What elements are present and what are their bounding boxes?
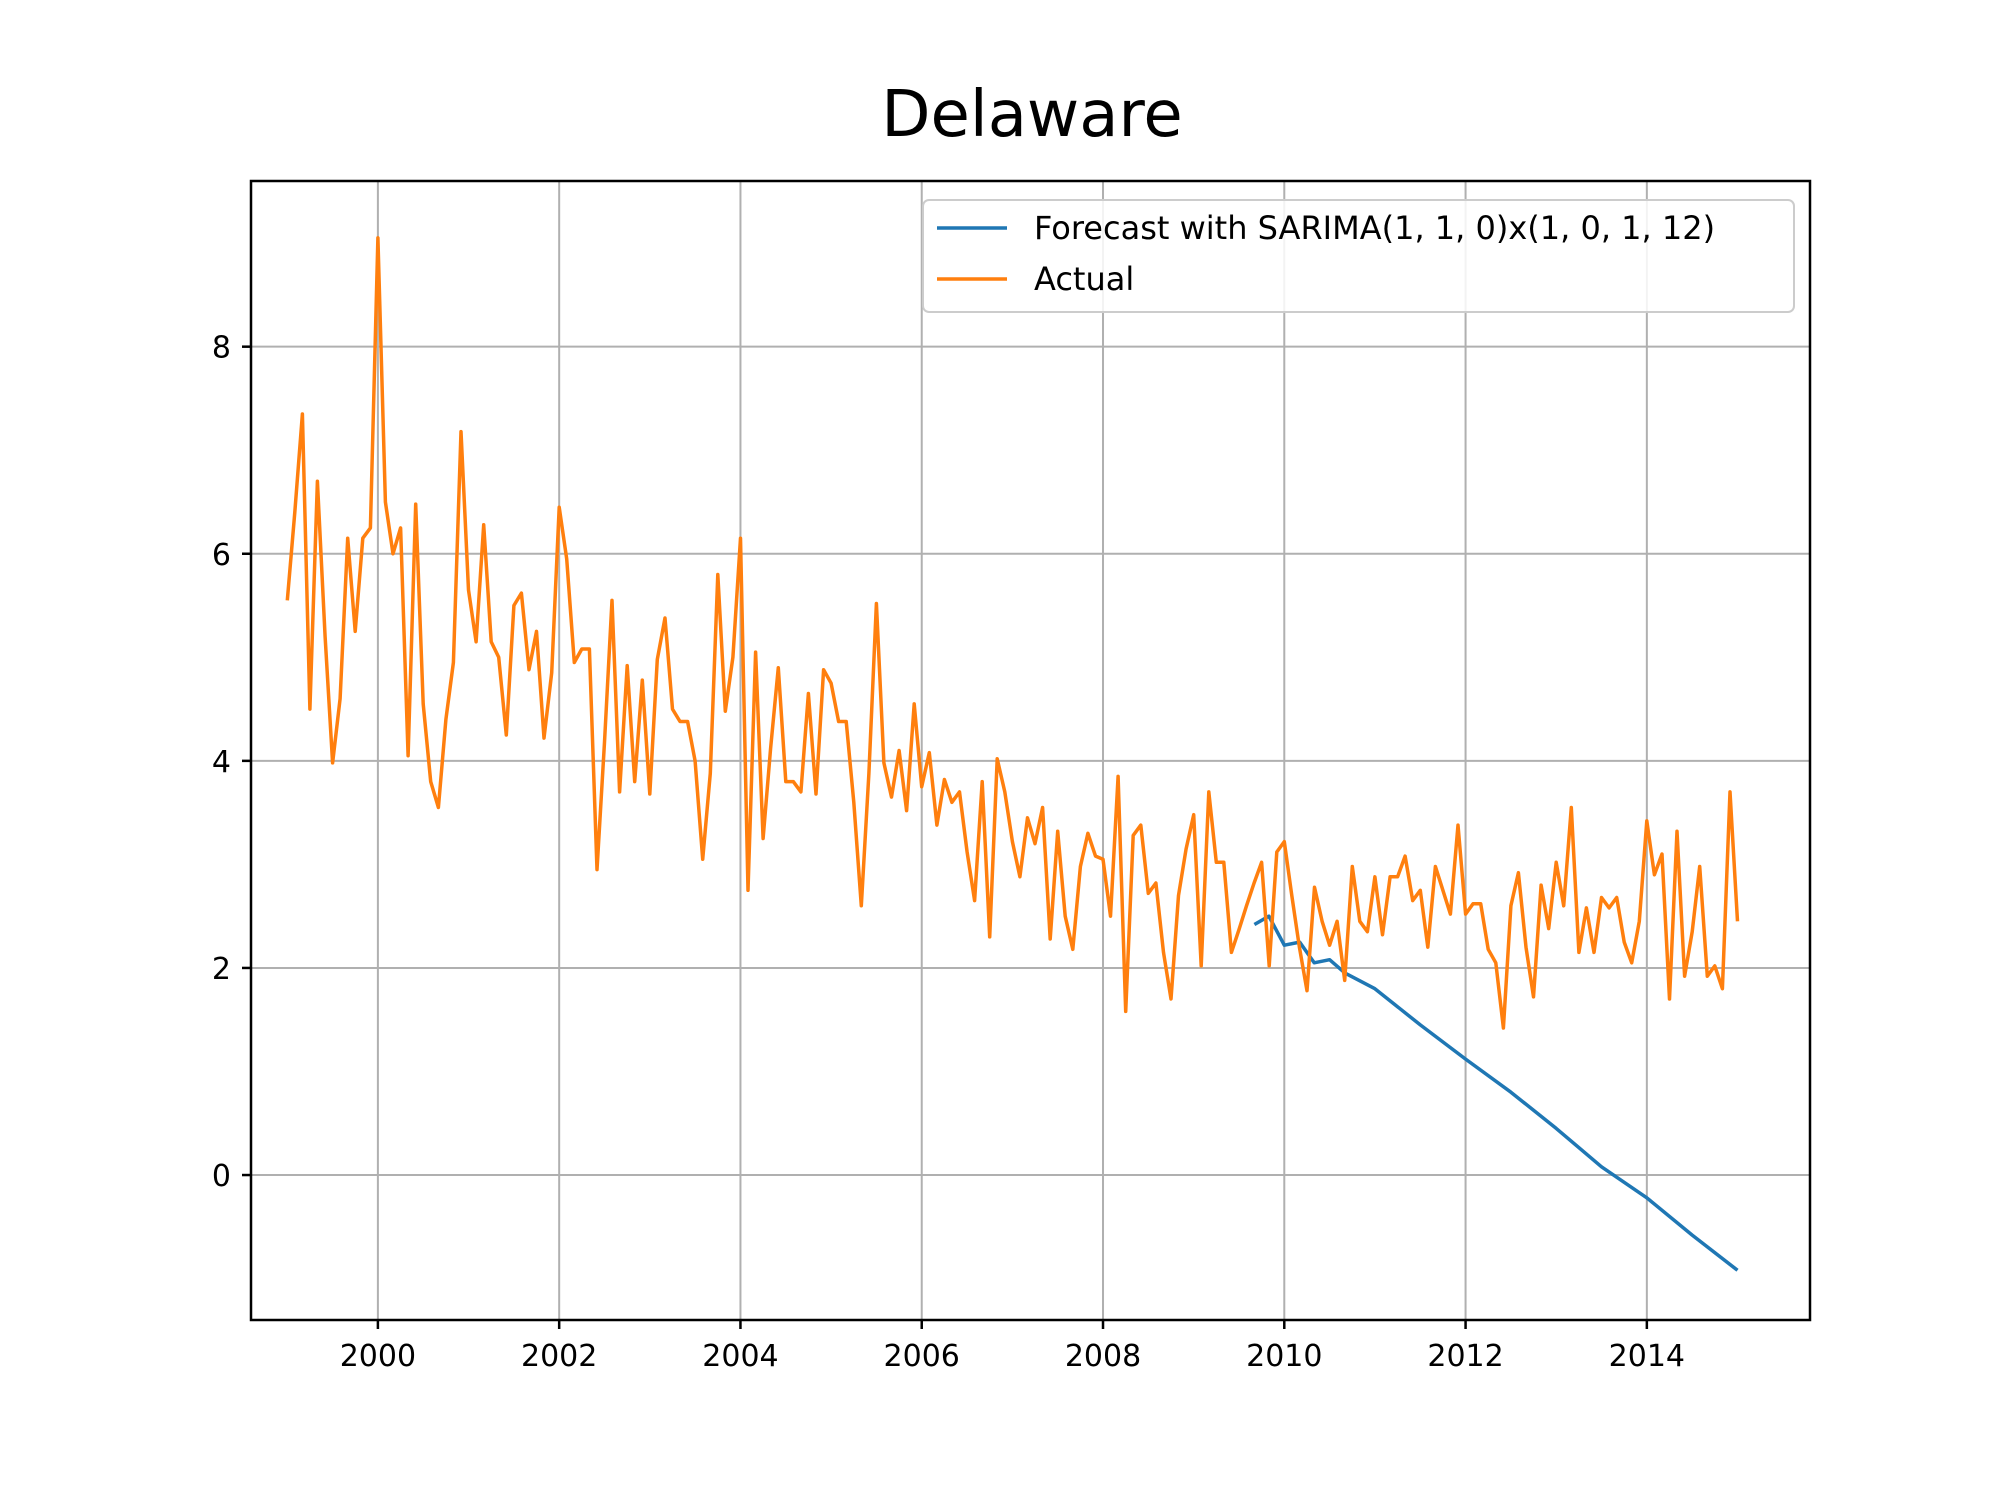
y-axis: 0 2 4 6 8 <box>212 331 251 1194</box>
x-tick-label: 2006 <box>884 1339 960 1374</box>
x-tick-label: 2000 <box>340 1339 416 1374</box>
x-tick-label: 2014 <box>1609 1339 1685 1374</box>
y-tick-label: 2 <box>212 952 231 987</box>
legend-label-forecast: Forecast with SARIMA(1, 1, 0)x(1, 0, 1, … <box>1034 209 1715 247</box>
grid-lines <box>251 181 1810 1320</box>
y-tick-label: 0 <box>212 1159 231 1194</box>
x-tick-label: 2010 <box>1246 1339 1322 1374</box>
legend-label-actual: Actual <box>1034 260 1134 298</box>
legend: Forecast with SARIMA(1, 1, 0)x(1, 0, 1, … <box>922 199 1795 313</box>
x-axis: 2000 2002 2004 2006 2008 2010 2012 2014 <box>340 1320 1685 1374</box>
y-tick-label: 8 <box>212 331 231 366</box>
series-layer <box>285 236 1740 1272</box>
x-tick-label: 2012 <box>1427 1339 1503 1374</box>
y-tick-label: 6 <box>212 538 231 573</box>
legend-box <box>922 199 1795 313</box>
series-line-forecast <box>1253 914 1739 1272</box>
y-tick-label: 4 <box>212 745 231 780</box>
x-tick-label: 2002 <box>521 1339 597 1374</box>
chart-title: Delaware <box>881 78 1183 152</box>
series-line-actual <box>285 236 1740 1030</box>
x-tick-label: 2004 <box>702 1339 778 1374</box>
plot-area-frame <box>249 179 1812 1322</box>
x-tick-label: 2008 <box>1065 1339 1141 1374</box>
